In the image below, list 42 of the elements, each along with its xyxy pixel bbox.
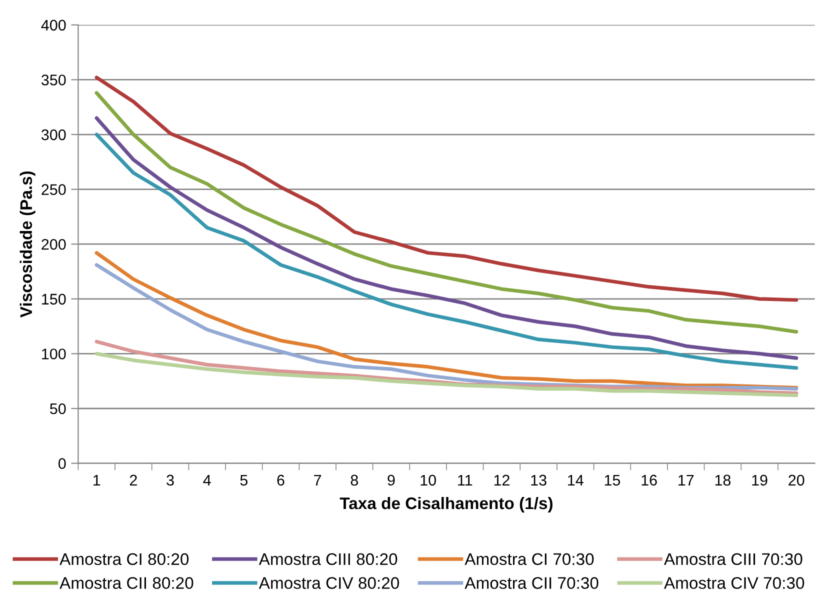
x-tick-label: 10 [420, 474, 436, 486]
x-tick-label: 4 [203, 474, 211, 486]
x-tick-label: 20 [788, 474, 804, 486]
y-tick-label: 150 [42, 294, 66, 305]
x-tick-label: 13 [531, 474, 546, 486]
x-tick-label: 11 [458, 474, 472, 486]
x-tick-label: 15 [604, 474, 620, 486]
x-tick-label: 1 [94, 474, 100, 486]
x-tick-label: 16 [642, 474, 657, 486]
x-tick-label: 9 [388, 474, 395, 486]
x-tick-label: 2 [130, 474, 137, 486]
y-tick-label: 200 [42, 238, 66, 250]
legend-label: Amostra CI 80:20 [60, 553, 189, 566]
legend-label: Amostra CII 70:30 [464, 577, 598, 589]
x-tick-label: 18 [715, 474, 731, 486]
x-tick-label: 14 [568, 474, 584, 486]
legend-label: Amostra CIV 80:20 [258, 577, 400, 589]
x-tick-label: 3 [166, 474, 174, 486]
y-tick-label: 50 [50, 403, 66, 414]
x-tick-label: 19 [752, 474, 768, 486]
y-axis-title: Viscosidade (Pa.s) [20, 171, 36, 318]
x-axis-title: Taxa de Cisalhamento (1/s) [340, 496, 552, 513]
y-tick-label: 250 [42, 184, 66, 195]
x-tick-label: 6 [277, 474, 284, 486]
line-series [94, 76, 798, 302]
legend-label: Amostra CI 70:30 [464, 553, 594, 566]
y-tick-label: 350 [41, 74, 66, 86]
y-tick-label: 300 [41, 129, 66, 140]
x-tick-label: 7 [314, 474, 322, 486]
line-series [94, 352, 798, 398]
line-series [94, 91, 798, 334]
y-tick-label: 100 [42, 348, 66, 360]
legend-label: Amostra CII 80:20 [60, 577, 194, 589]
x-tick-label: 17 [678, 474, 694, 486]
legend-label: Amostra CIV 70:30 [664, 577, 804, 589]
x-tick-label: 5 [240, 474, 248, 486]
legend-label: Amostra CIII 70:30 [664, 553, 802, 566]
x-tick-label: 12 [494, 474, 510, 486]
legend-label: Amostra CIII 80:20 [258, 553, 398, 566]
y-tick-label: 400 [41, 20, 66, 31]
x-tick-label: 8 [350, 474, 358, 486]
y-tick-label: 0 [58, 458, 66, 469]
